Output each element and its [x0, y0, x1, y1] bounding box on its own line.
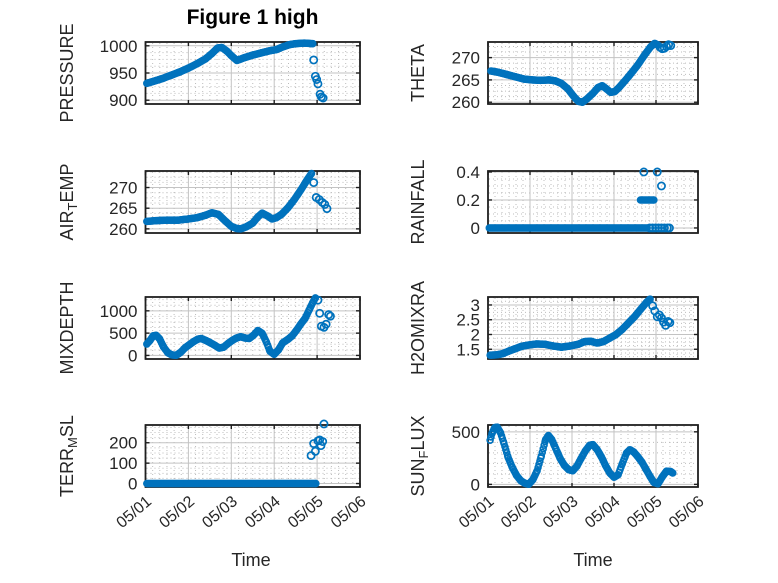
xaxis-label-left: Time — [231, 550, 271, 570]
axes-frame — [487, 424, 699, 488]
ytick-label: 265 — [109, 199, 137, 218]
ylabel-RAINFALL: RAINFALL — [408, 159, 428, 244]
series-dense — [143, 39, 317, 88]
plot-area — [145, 425, 360, 487]
series-dense — [486, 423, 677, 488]
minor-grid — [489, 172, 697, 232]
axes-frame — [144, 296, 361, 360]
series-dense — [143, 169, 316, 233]
series-sparse — [648, 301, 675, 330]
ytick-label: 100 — [109, 454, 137, 473]
axes-frame — [487, 296, 699, 360]
ytick-label: 0.4 — [456, 163, 480, 182]
ytick-label: 950 — [109, 64, 137, 83]
ytick-label: 265 — [452, 71, 480, 90]
ytick-label: 270 — [452, 49, 480, 68]
series-sparse — [306, 419, 329, 461]
ytick-label: 900 — [109, 91, 137, 110]
ylabel-TERR_MSL: TERRMSL — [57, 415, 80, 497]
tick-marks — [144, 42, 361, 104]
ytick-label: 260 — [452, 93, 480, 112]
xtick-label: 05/03 — [540, 493, 582, 532]
ylabel-PRESSURE: PRESSURE — [57, 23, 77, 122]
ytick-label: 1.5 — [456, 340, 480, 359]
xtick-label: 05/02 — [498, 493, 540, 532]
xtick-label: 05/01 — [456, 493, 498, 532]
subplot-RAINFALL: 0 0.2 0.4 RAINFALL — [408, 159, 699, 245]
subplot-PRESSURE: 900 950 1000 PRESSURE — [57, 23, 361, 123]
xtick-label: 05/02 — [156, 493, 198, 532]
ytick-label: 3 — [471, 296, 480, 315]
axes-frame — [487, 170, 699, 234]
tick-marks — [144, 297, 361, 359]
series-sparse — [639, 167, 674, 233]
xtick-label: 05/04 — [242, 493, 284, 532]
series-dense — [143, 479, 320, 488]
xaxis-label-right: Time — [573, 550, 613, 570]
ytick-label: 500 — [452, 423, 480, 442]
ytick-label: 1000 — [100, 302, 138, 321]
series-dense — [143, 294, 320, 359]
subplot-SUN_FLUX: 0 500 05/01 05/02 05/03 05/04 05/05 05/06 SUNFLU… — [408, 416, 708, 532]
ylabel-H2OMIXRA: H2OMIXRA — [408, 281, 428, 375]
series-dense — [487, 39, 662, 106]
ytick-label: 0 — [471, 219, 480, 238]
xtick-label: 05/04 — [582, 493, 624, 532]
ytick-label: 0 — [128, 475, 137, 494]
subplot-H2OMIXRA: 1.522.53 H2OMIXRA — [408, 281, 699, 375]
xtick-label: 05/06 — [666, 493, 708, 532]
ylabel-THETA: THETA — [408, 44, 428, 102]
tick-marks — [144, 171, 361, 233]
figure-title: Figure 1 high — [186, 6, 319, 29]
ylabel-MIXDEPTH: MIXDEPTH — [57, 281, 77, 374]
ytick-label: 260 — [109, 220, 137, 239]
ytick-label: 270 — [109, 179, 137, 198]
series-sparse — [309, 178, 332, 214]
ytick-label: 200 — [109, 434, 137, 453]
ylabel-AIR_TEMP: AIRTEMP — [57, 164, 80, 241]
major-grid — [488, 425, 698, 487]
ytick-label: 500 — [109, 324, 137, 343]
xtick-label: 05/01 — [113, 493, 155, 532]
ytick-label: 0 — [128, 346, 137, 365]
ytick-label: 2 — [471, 325, 480, 344]
xtick-label: 05/05 — [624, 493, 666, 532]
subplot-THETA: 260 265 270 THETA — [408, 39, 699, 112]
series-sparse — [309, 55, 328, 103]
xtick-label: 05/06 — [328, 493, 370, 532]
series-sparse — [655, 40, 676, 54]
series-dense — [485, 224, 651, 232]
ytick-label: 2.5 — [456, 311, 480, 330]
ytick-label: 0.2 — [456, 191, 480, 210]
plot-area — [488, 171, 698, 233]
series-dense — [636, 196, 658, 204]
major-grid — [488, 297, 698, 359]
subplot-MIXDEPTH: 0 500 1000 MIXDEPTH — [57, 281, 361, 375]
xtick-label: 05/05 — [285, 493, 327, 532]
series-dense — [486, 295, 654, 359]
ytick-label: 1000 — [100, 37, 138, 56]
ylabel-SUN_FLUX: SUNFLUX — [408, 416, 431, 497]
xtick-label: 05/03 — [199, 493, 241, 532]
series-sparse — [313, 295, 335, 332]
axes-frame — [144, 170, 361, 234]
tick-marks — [487, 42, 699, 104]
ytick-label: 0 — [471, 475, 480, 494]
